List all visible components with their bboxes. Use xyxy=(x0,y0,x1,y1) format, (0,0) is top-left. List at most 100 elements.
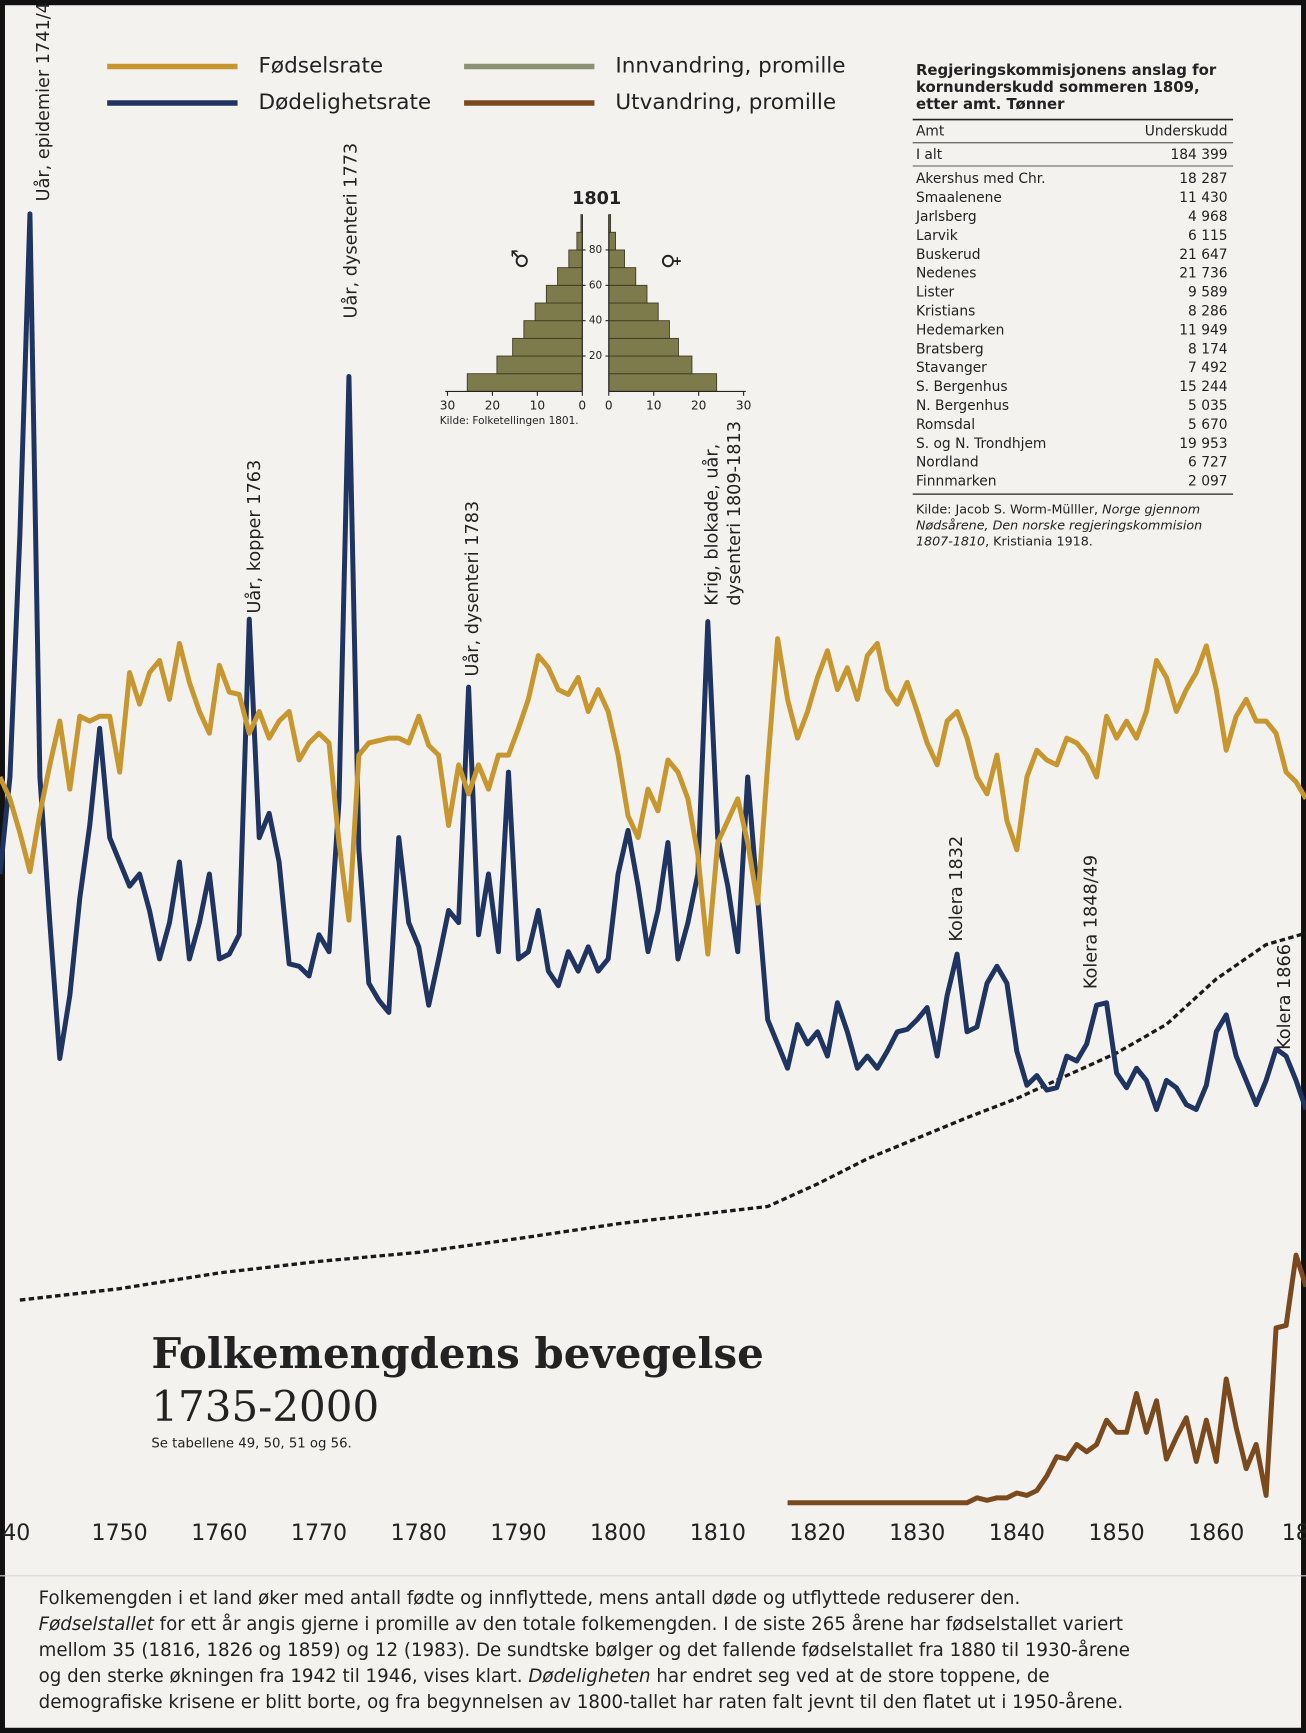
x-tick-label: 40 xyxy=(2,1520,30,1546)
caption-line: mellom 35 (1816, 1826 og 1859) og 12 (19… xyxy=(39,1640,1130,1661)
table-title: etter amt. Tønner xyxy=(916,95,1065,113)
female-bar xyxy=(608,373,718,392)
female-bar xyxy=(608,337,679,357)
row-label: S. og N. Trondhjem xyxy=(916,436,1046,452)
male-bar xyxy=(512,337,583,357)
male-bar xyxy=(557,267,583,286)
caption-line-part: Folkemengden i et land øker med antall f… xyxy=(39,1588,1021,1609)
table-source: Nødsårene, Den norske regjeringskommisio… xyxy=(916,517,1202,532)
caption-line-part: demografiske krisene er blitt borte, og … xyxy=(39,1692,1123,1713)
caption-line: Fødselstallet for ett år angis gjerne i … xyxy=(39,1614,1123,1635)
total-value: 184 399 xyxy=(1170,147,1227,163)
table-source: Kilde: Jacob S. Worm-Mülller, Norge gjen… xyxy=(916,501,1200,516)
table-source-part: Kilde: Jacob S. Worm-Mülller, xyxy=(916,501,1102,516)
table-source-part: 1807-1810 xyxy=(916,533,985,548)
male-bar xyxy=(466,373,583,392)
female-bar xyxy=(608,320,670,339)
y-tick-label: 40 xyxy=(589,315,602,327)
female-bar xyxy=(608,267,637,286)
male-bar xyxy=(523,320,583,339)
caption-line-part: Dødeligheten xyxy=(528,1666,650,1687)
row-value: 7 492 xyxy=(1188,360,1228,376)
total-label: I alt xyxy=(916,147,943,163)
female-bar xyxy=(608,302,659,322)
x-tick-label: 0 xyxy=(605,398,613,412)
row-value: 15 244 xyxy=(1179,379,1227,395)
table-source: 1807-1810, Kristiania 1918. xyxy=(916,533,1093,548)
male-bar xyxy=(576,231,583,251)
x-tick-label: 1750 xyxy=(92,1520,148,1546)
row-label: Buskerud xyxy=(916,247,981,263)
row-value: 2 097 xyxy=(1188,474,1228,490)
row-label: Jarlsberg xyxy=(915,209,977,225)
row-label: Romsdal xyxy=(916,417,975,433)
population-line xyxy=(19,931,1306,1302)
x-tick-label: 1830 xyxy=(889,1520,945,1546)
row-label: Akershus med Chr. xyxy=(916,171,1046,187)
caption-line-part: for ett år angis gjerne i promille av de… xyxy=(154,1614,1123,1635)
row-value: 5 670 xyxy=(1188,417,1228,433)
x-tick-label: 1780 xyxy=(391,1520,447,1546)
table-title: kornunderskudd sommeren 1809, xyxy=(916,78,1200,96)
row-label: Stavanger xyxy=(916,360,987,376)
female-bar xyxy=(608,231,616,251)
annotation: Kolera 1832 xyxy=(947,836,967,942)
table-source-part: Nødsårene, Den norske regjeringskommisio… xyxy=(916,517,1202,532)
annotation: dysenteri 1809-1813 xyxy=(725,421,745,606)
pyramid-source: Kilde: Folketellingen 1801. xyxy=(440,415,579,427)
caption-line: Folkemengden i et land øker med antall f… xyxy=(39,1588,1021,1609)
annotation: Uår, dysenteri 1783 xyxy=(462,501,483,677)
row-value: 6 727 xyxy=(1188,455,1228,471)
annotation: Uår, kopper 1763 xyxy=(244,460,265,614)
row-value: 21 647 xyxy=(1179,247,1227,263)
male-bar xyxy=(496,355,583,375)
caption-line-part: Fødselstallet xyxy=(39,1614,155,1635)
table-source-part: , Kristiania 1918. xyxy=(985,533,1093,548)
x-tick-label: 20 xyxy=(485,398,500,412)
x-tick-label: 1840 xyxy=(989,1520,1045,1546)
caption-line: og den sterke økningen fra 1942 til 1946… xyxy=(39,1666,1050,1687)
female-bar xyxy=(608,249,625,269)
table-source-part: Norge gjennom xyxy=(1102,501,1200,516)
row-label: Nedenes xyxy=(916,266,976,282)
chart-title: Folkemengdens bevegelse xyxy=(151,1329,763,1378)
annotation: Uår, epidemier 1741/43 xyxy=(33,0,54,201)
column-header: Amt xyxy=(916,124,945,140)
row-value: 6 115 xyxy=(1188,228,1228,244)
x-tick-label: 1770 xyxy=(291,1520,347,1546)
row-value: 21 736 xyxy=(1179,266,1227,282)
male-symbol: ♂ xyxy=(508,249,534,269)
female-bar xyxy=(608,284,648,304)
row-label: Finnmarken xyxy=(916,474,997,490)
female-symbol: ♀ xyxy=(658,253,684,269)
annotation: Uår, dysenteri 1773 xyxy=(340,143,361,319)
caption-line-part: mellom 35 (1816, 1826 og 1859) og 12 (19… xyxy=(39,1640,1130,1661)
row-label: Nordland xyxy=(916,455,979,471)
chart-subtitle: Se tabellene 49, 50, 51 og 56. xyxy=(151,1436,351,1451)
caption-line-part: har endret seg ved at de store toppene, … xyxy=(651,1666,1050,1687)
legend-label: Innvandring, promille xyxy=(615,54,845,79)
row-label: Larvik xyxy=(916,228,958,244)
row-label: S. Bergenhus xyxy=(916,379,1008,395)
x-tick-label: 10 xyxy=(646,398,661,412)
male-bar xyxy=(534,302,583,322)
row-value: 9 589 xyxy=(1188,285,1228,301)
series-line xyxy=(0,211,1306,1112)
y-tick-label: 80 xyxy=(589,244,602,256)
legend-label: Dødelighetsrate xyxy=(259,90,432,115)
female-bar xyxy=(608,355,693,375)
legend-label: Fødselsrate xyxy=(259,54,384,79)
row-value: 8 174 xyxy=(1188,341,1228,357)
chart-title: 1735-2000 xyxy=(151,1382,379,1431)
y-tick-label: 60 xyxy=(589,279,602,291)
x-tick-label: 0 xyxy=(578,398,586,412)
row-label: Bratsberg xyxy=(916,341,984,357)
series-line xyxy=(0,636,1306,957)
row-label: Hedemarken xyxy=(916,322,1004,338)
row-value: 19 953 xyxy=(1179,436,1227,452)
row-value: 5 035 xyxy=(1188,398,1228,414)
x-tick-label: 30 xyxy=(736,398,751,412)
x-tick-label: 30 xyxy=(440,398,455,412)
